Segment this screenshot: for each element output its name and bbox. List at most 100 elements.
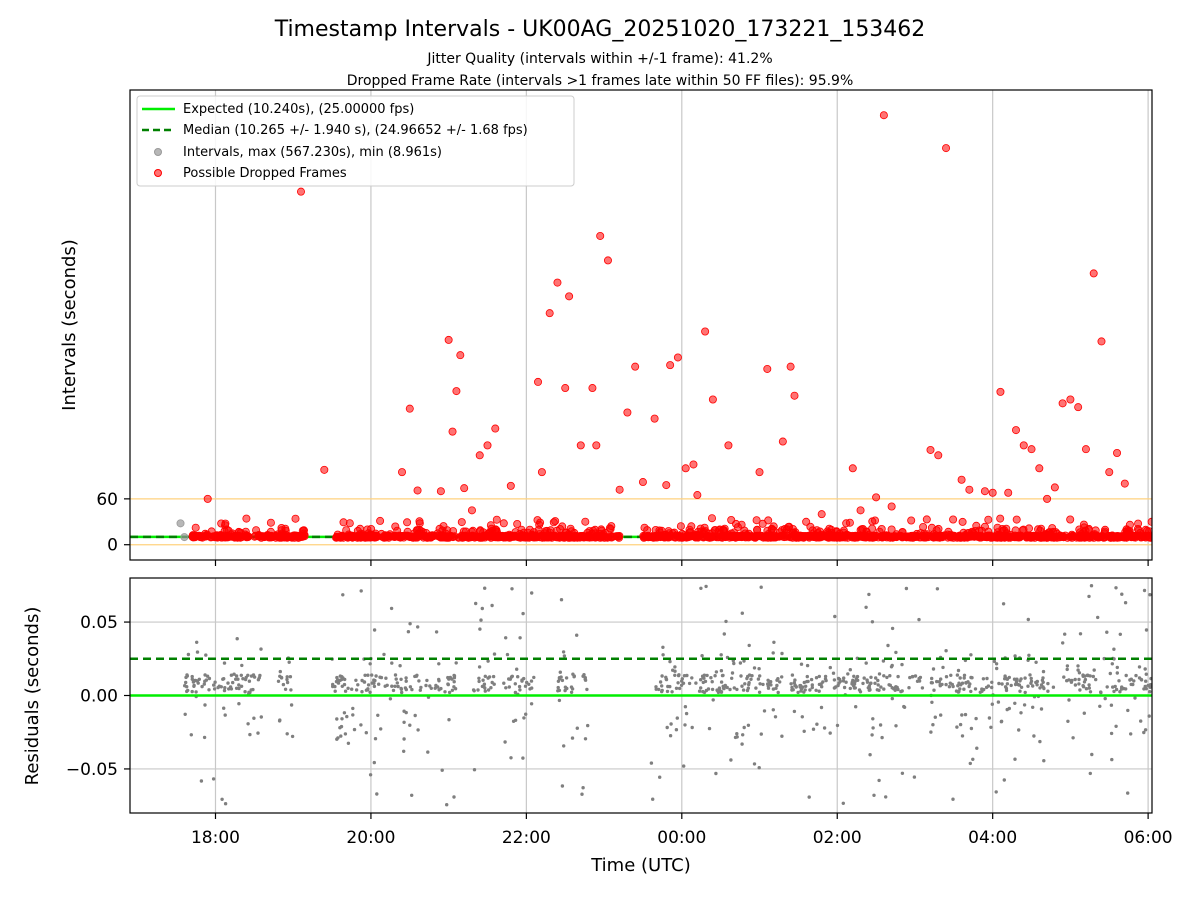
residual-point (408, 685, 413, 689)
residual-point (853, 679, 857, 684)
residual-point (940, 682, 944, 687)
residual-point (985, 676, 989, 681)
residual-point (878, 723, 883, 727)
residual-point (222, 706, 226, 710)
residual-point (1114, 586, 1118, 590)
residual-point (259, 715, 263, 719)
residual-point (974, 716, 978, 721)
dropped-frame-point (696, 524, 705, 533)
residual-point (368, 773, 373, 777)
residuals-y-tick-label: 0.05 (80, 613, 118, 633)
residual-point (1077, 682, 1081, 686)
residual-point (211, 777, 216, 781)
residual-point (1016, 682, 1020, 687)
residual-point (513, 690, 518, 695)
residual-point (213, 680, 217, 684)
residual-point (477, 679, 481, 684)
dropped-frame-point (435, 524, 444, 533)
dropped-frame-point (561, 384, 570, 393)
residual-point (396, 684, 400, 689)
dropped-frame-point (287, 533, 296, 542)
residual-point (413, 713, 417, 718)
residual-point (194, 678, 198, 683)
residual-point (792, 709, 797, 714)
residual-point (682, 764, 686, 768)
dropped-frame-point (813, 532, 822, 541)
residual-point (955, 725, 959, 729)
residual-point (399, 687, 404, 691)
residual-point (676, 681, 680, 685)
dropped-frame-point (558, 522, 567, 531)
residual-point (1042, 686, 1046, 691)
residual-point (370, 681, 374, 685)
residual-point (1005, 677, 1009, 681)
residual-point (714, 771, 718, 776)
dropped-frame-point (727, 529, 736, 538)
residual-point (710, 680, 714, 684)
residual-point (447, 718, 451, 722)
residual-point (530, 591, 534, 595)
dropped-frame-point (648, 532, 657, 541)
residual-point (670, 690, 674, 694)
dropped-frame-point (202, 532, 211, 541)
residual-point (1144, 679, 1148, 683)
residual-point (487, 675, 492, 679)
residuals-panel: 18:00 20:00 22:00 00:00 02:00 04:00 06:00 0.05… (22, 577, 1173, 876)
residual-point (747, 643, 751, 648)
residual-point (184, 675, 188, 680)
residual-point (335, 717, 339, 721)
residual-point (351, 713, 355, 717)
residual-point (256, 731, 260, 735)
residual-point (702, 673, 707, 677)
residual-point (732, 661, 736, 666)
residual-point (1098, 704, 1102, 708)
residual-point (719, 680, 724, 684)
dropped-frame-point (452, 387, 461, 396)
residual-point (749, 677, 753, 681)
dropped-frame-point (1118, 533, 1127, 542)
residual-point (1078, 688, 1082, 692)
residual-point (757, 766, 761, 770)
residual-point (366, 673, 370, 677)
residual-point (447, 690, 452, 695)
residual-point (1019, 711, 1023, 715)
residual-point (1112, 647, 1116, 651)
residual-point (890, 696, 894, 701)
residual-point (189, 733, 193, 737)
residual-point (929, 681, 934, 685)
residuals-x-tick-label: 06:00 (1124, 828, 1173, 848)
residual-point (735, 732, 739, 736)
dropped-frame-point (766, 531, 775, 540)
residual-point (340, 684, 344, 688)
residual-point (877, 688, 881, 692)
residual-point (1035, 683, 1039, 687)
dropped-frame-point (875, 527, 884, 536)
residual-point (389, 606, 394, 611)
residual-point (896, 674, 900, 679)
residual-point (742, 659, 746, 663)
residual-point (408, 622, 412, 626)
residual-point (229, 673, 234, 677)
residual-point (1005, 682, 1010, 686)
residual-point (745, 688, 750, 693)
dropped-frame-point (640, 523, 649, 532)
residual-point (752, 666, 757, 670)
residual-point (1139, 719, 1143, 723)
dropped-frame-point (413, 486, 422, 495)
residual-point (814, 688, 818, 692)
figure-subtitle-dropped: Dropped Frame Rate (intervals >1 frames … (347, 73, 854, 89)
dropped-frame-point (848, 464, 857, 473)
residual-point (1001, 602, 1006, 606)
residual-point (404, 710, 408, 715)
residual-point (582, 673, 586, 677)
dropped-frame-point (1141, 525, 1150, 534)
dropped-frame-point (1012, 532, 1021, 541)
dropped-frame-point (671, 533, 680, 542)
residual-point (228, 685, 233, 689)
residual-point (683, 723, 687, 727)
residual-point (958, 722, 963, 727)
dropped-frame-point (457, 518, 466, 527)
residual-point (509, 756, 513, 760)
residual-point (931, 667, 936, 671)
residual-point (699, 678, 703, 682)
